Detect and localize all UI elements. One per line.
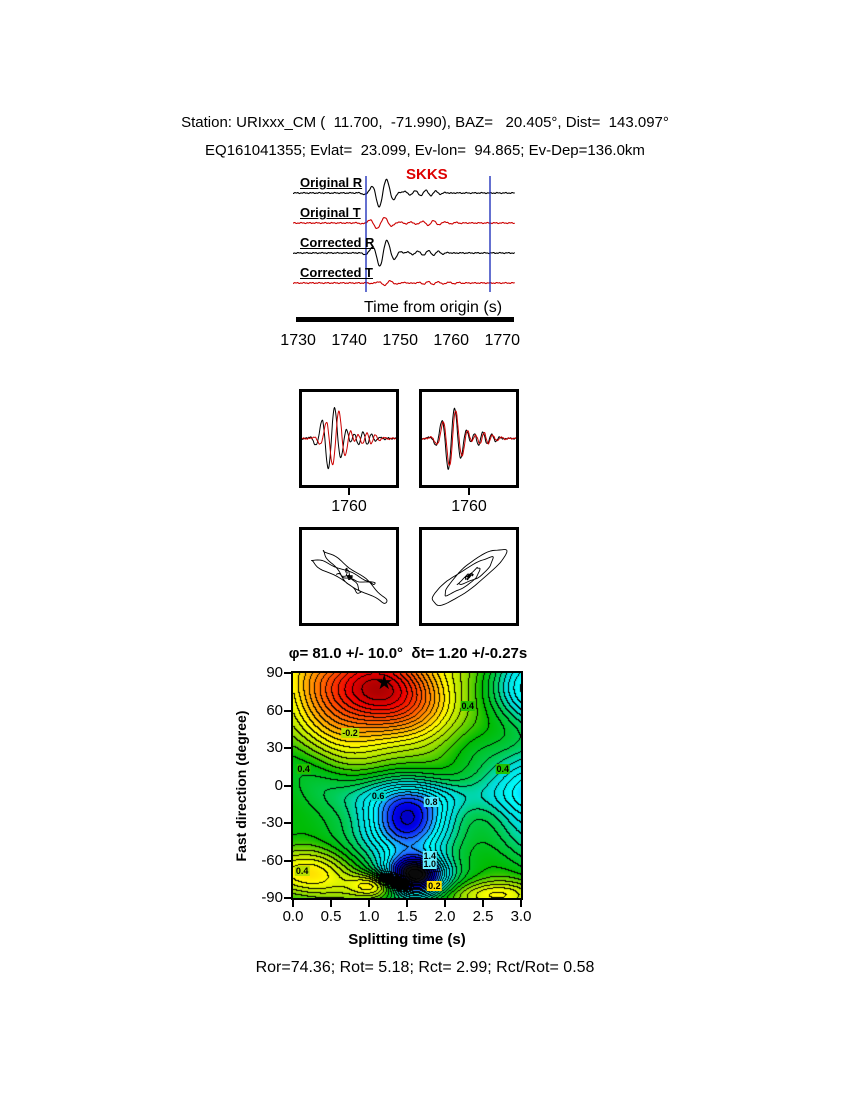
y-tick-mark [284, 897, 291, 899]
particle-motion-plot-right [431, 549, 508, 607]
x-tick-mark [368, 900, 370, 907]
contour-level-label: 0.8 [424, 796, 439, 807]
phase-label: SKKS [406, 166, 448, 183]
particle-motion-plot-left [311, 549, 388, 604]
x-tick-mark [482, 900, 484, 907]
x-tick-label: 1.0 [358, 908, 380, 925]
x-tick-label: 3.0 [510, 908, 532, 925]
y-tick-label: 60 [266, 701, 283, 719]
contour-level-label: 0.4 [294, 865, 310, 876]
time-tick-label: 1770 [484, 332, 521, 349]
contour-level-label: 1.4 [422, 850, 438, 861]
y-tick-mark [284, 672, 291, 674]
time-axis-label: Time from origin (s) [363, 299, 503, 316]
trace-label: Original R [300, 175, 363, 190]
zoom-tick-mark-left [348, 488, 350, 495]
trace-label: Corrected T [300, 265, 373, 280]
trace-label: Corrected R [300, 235, 375, 250]
time-tick-label: 1750 [382, 332, 418, 349]
x-tick-label: 2.5 [472, 908, 494, 925]
y-tick-label: -60 [261, 851, 283, 869]
zoom-waveform [422, 407, 516, 470]
x-tick-mark [406, 900, 408, 907]
contour-title: φ= 81.0 +/- 10.0° δt= 1.20 +/-0.27s [288, 645, 528, 662]
best-solution-star: ★ [375, 672, 394, 695]
x-tick-mark [292, 900, 294, 907]
y-tick-label: 90 [266, 664, 283, 681]
seismogram-trace [293, 217, 515, 230]
zoom-waveform [422, 410, 516, 466]
trace-label: Original T [300, 205, 361, 220]
y-tick-label: 30 [266, 739, 283, 756]
x-tick-mark [520, 900, 522, 907]
seismogram-plot [293, 176, 515, 292]
contour-level-label: 0.2 [427, 880, 442, 891]
contour-level-label: 0.4 [296, 764, 311, 775]
header-line-2: EQ161041355; Evlat= 23.099, Ev-lon= 94.8… [205, 142, 645, 159]
contour-level-label: 0.4 [460, 700, 476, 711]
time-tick-label: 1740 [331, 332, 367, 349]
y-tick-label: -90 [261, 889, 283, 906]
waveform-zoom-plot-right [422, 407, 516, 470]
zoom-tick-label-right: 1760 [451, 498, 487, 515]
x-tick-mark [330, 900, 332, 907]
zoom-tick-mark-right [468, 488, 470, 495]
contour-level-label: 0.6 [370, 790, 386, 801]
y-tick-mark [284, 859, 291, 862]
y-tick-mark [284, 784, 291, 787]
y-tick-mark [284, 709, 291, 712]
particle-motion-box-right [419, 527, 519, 626]
results-line: Ror=74.36; Rot= 5.18; Rct= 2.99; Rct/Rot… [255, 959, 595, 976]
seismogram-trace [293, 239, 515, 267]
waveform-zoom-box-right [419, 389, 519, 488]
waveform-zoom-box-left [299, 389, 399, 488]
waveform-zoom-plot-left [302, 407, 396, 470]
contour-level-label: 1.0 [422, 859, 438, 870]
x-tick-label: 2.0 [434, 908, 456, 925]
zoom-tick-label-left: 1760 [331, 498, 367, 515]
x-tick-label: 0.5 [320, 908, 342, 925]
y-tick-mark [284, 747, 291, 749]
zoom-waveform [302, 410, 396, 466]
y-tick-label: -30 [261, 814, 283, 831]
misfit-surface-canvas [293, 673, 521, 898]
contour-level-label: -0.2 [341, 728, 359, 738]
time-axis-bar [296, 317, 514, 322]
time-tick-label: 1730 [280, 332, 316, 349]
seismogram-trace [293, 279, 515, 287]
contour-x-axis-label: Splitting time (s) [348, 931, 466, 948]
x-tick-mark [444, 900, 446, 907]
seismogram-trace [293, 178, 515, 208]
time-tick-label: 1760 [433, 332, 469, 349]
header-line-1: Station: URIxxx_CM ( 11.700, -71.990), B… [181, 114, 669, 131]
x-tick-label: 0.0 [282, 908, 304, 925]
x-tick-label: 1.5 [396, 908, 418, 925]
particle-motion-path [431, 549, 508, 607]
y-tick-label: 0 [274, 776, 283, 794]
contour-level-label: 0.4 [495, 764, 511, 775]
particle-motion-box-left [299, 527, 399, 626]
particle-motion-path [311, 549, 388, 604]
y-tick-mark [284, 822, 291, 824]
contour-frame [291, 671, 523, 900]
